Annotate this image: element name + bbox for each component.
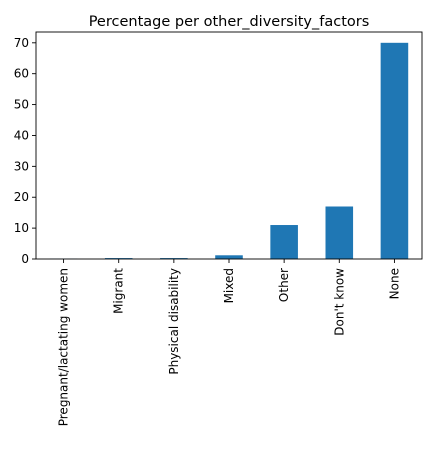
bar-4	[270, 225, 298, 259]
bar-5	[325, 206, 354, 259]
x-tick-label: Other	[277, 268, 291, 302]
x-tick-label: None	[387, 268, 401, 299]
y-tick-label: 40	[14, 128, 29, 142]
y-axis: 0 10 20 30 40 50 60 70	[14, 36, 36, 266]
x-tick-label: Mixed	[222, 268, 236, 303]
y-tick-label: 10	[14, 221, 29, 235]
y-tick-label: 30	[14, 159, 29, 173]
x-tick-label: Physical disability	[167, 268, 181, 375]
bar-6	[380, 42, 409, 259]
y-tick-label: 60	[14, 67, 29, 81]
bar-1	[104, 258, 133, 259]
y-tick-label: 0	[21, 252, 29, 266]
y-tick-label: 20	[14, 190, 29, 204]
plot-frame	[35, 31, 423, 260]
y-tick-label: 70	[14, 36, 29, 50]
x-tick-label: Don't know	[332, 268, 346, 336]
y-tick-label: 50	[14, 98, 29, 112]
x-axis: Pregnant/lactating women Migrant Physical …	[57, 259, 401, 426]
bars-group	[49, 42, 409, 259]
bar-2	[160, 258, 188, 259]
x-tick-label: Migrant	[112, 268, 126, 314]
chart-title: Percentage per other_diversity_factors	[89, 14, 370, 30]
bar-3	[215, 255, 243, 259]
x-tick-label: Pregnant/lactating women	[57, 268, 71, 426]
